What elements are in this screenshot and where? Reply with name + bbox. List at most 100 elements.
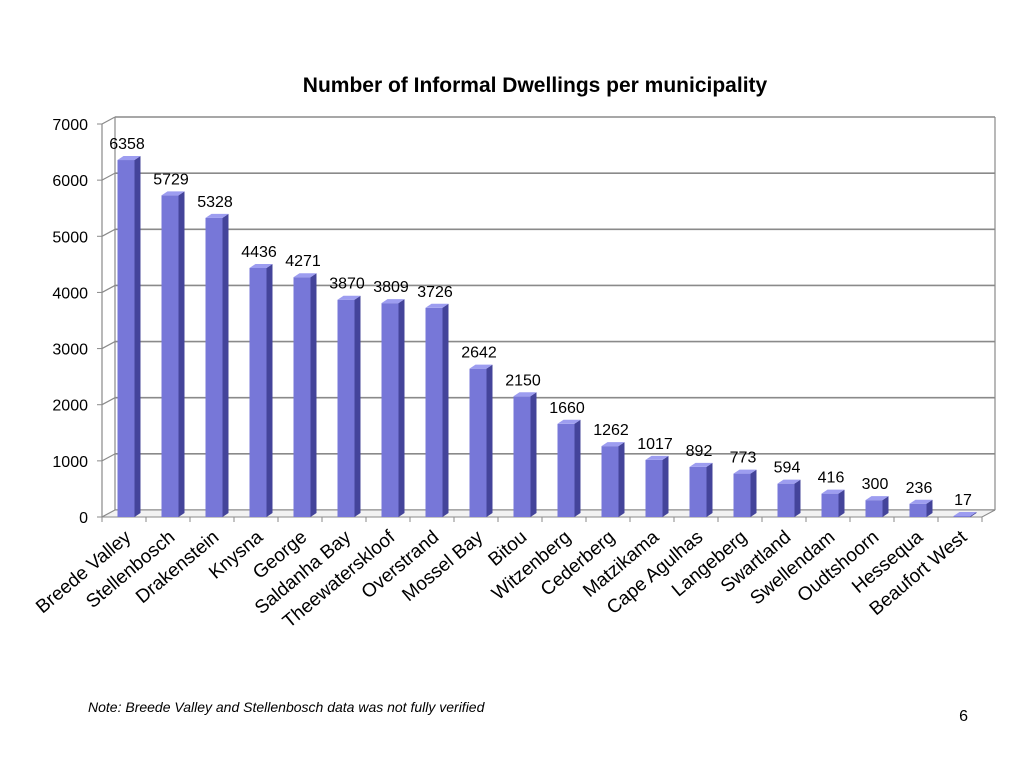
bar-top [249,263,273,268]
bar [513,392,537,517]
bar [337,295,361,517]
bar-front [601,446,619,517]
data-label: 5328 [197,194,233,211]
bar-top [645,455,669,460]
data-label: 4271 [285,253,321,270]
data-label: 1262 [593,422,629,439]
bar-front [249,267,267,517]
data-label: 4436 [241,244,277,261]
bar [821,489,845,517]
bar-front [733,473,751,517]
data-label: 2150 [505,372,541,389]
bar-top [469,364,493,369]
bar-side [750,469,757,517]
y-tick-label: 2000 [52,398,88,415]
bar-top [293,273,317,278]
data-label: 236 [906,480,933,497]
bar-side [662,455,669,517]
data-label: 300 [862,476,889,493]
bar-side [838,489,845,517]
bar-top [381,299,405,304]
data-label: 2642 [461,345,497,362]
chart-gridlines [101,116,995,518]
bar [909,499,933,517]
chart-title: Number of Informal Dwellings per municip… [303,74,768,97]
x-axis-tick-labels: Breede ValleyStellenboschDrakensteinKnys… [32,526,972,632]
bar-top [601,442,625,447]
bar [953,512,977,517]
y-tick-label: 7000 [52,117,88,134]
bar-top [689,462,713,467]
bar-side [530,392,537,517]
bar-front [865,500,883,517]
y-tick-label: 1000 [52,454,88,471]
bar [601,442,625,517]
bar-front [909,503,927,517]
bar-front [557,423,575,517]
data-label: 3809 [373,279,409,296]
data-label: 1017 [637,436,673,453]
bar-side [926,499,933,517]
data-label: 892 [686,443,713,460]
bar-front [337,299,355,517]
bar [205,213,229,517]
bar [865,496,889,517]
bar [557,419,581,517]
data-label: 6358 [109,136,145,153]
data-label: 5729 [153,171,189,188]
bar-side [266,263,273,517]
data-label: 773 [730,450,757,467]
chart-axes [97,117,996,522]
bar-front [293,277,311,517]
bar-side [970,512,977,517]
bar-side [486,364,493,517]
bar-top [161,191,185,196]
bar-side [354,295,361,517]
bar-front [645,459,663,517]
bar-side [222,213,229,517]
y-tick-label: 4000 [52,285,88,302]
bar [293,273,317,517]
data-label: 3726 [417,284,453,301]
bar [381,299,405,517]
bar-top [909,499,933,504]
bar [249,263,273,517]
data-label: 416 [818,470,845,487]
bar-side [618,442,625,517]
bar-front [777,483,795,517]
footnote: Note: Breede Valley and Stellenbosch dat… [88,699,485,715]
bar-side [442,303,449,517]
y-tick-label: 5000 [52,229,88,246]
bar-front [689,466,707,517]
data-label: 594 [774,460,801,477]
bar-front [469,368,487,517]
bar-front [161,195,179,517]
bar-front [953,516,971,517]
gridline-side [101,453,116,462]
bar-side [398,299,405,517]
bar-front [205,217,223,517]
gridline-side [101,284,116,293]
bar-side [794,479,801,517]
y-tick-label: 3000 [52,342,88,359]
bar-top [953,512,977,517]
data-label: 17 [954,492,972,509]
y-tick-label: 0 [79,510,88,527]
bar [645,455,669,517]
bar-side [310,273,317,517]
bar-top [557,419,581,424]
page-number: 6 [959,708,968,725]
bar-series [117,156,977,518]
bar [733,469,757,517]
bar-front [513,396,531,517]
bar [117,156,141,518]
bar-top [733,469,757,474]
bar-top [117,156,141,161]
data-label: 3870 [329,276,365,293]
bar-top [337,295,361,300]
bar-front [117,160,135,518]
bar-top [513,392,537,397]
gridline-side [101,172,116,181]
